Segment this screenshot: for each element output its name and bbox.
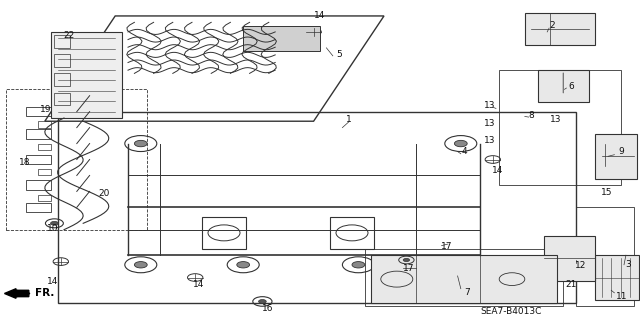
Bar	[330, 217, 374, 249]
Text: 19: 19	[40, 105, 52, 114]
FancyArrow shape	[4, 289, 29, 298]
Bar	[38, 144, 51, 150]
Polygon shape	[525, 13, 595, 45]
Bar	[26, 107, 51, 116]
Circle shape	[134, 262, 147, 268]
Text: 15: 15	[601, 188, 612, 197]
Polygon shape	[243, 26, 320, 51]
Text: 17: 17	[403, 264, 414, 273]
Circle shape	[51, 221, 58, 225]
Polygon shape	[544, 236, 595, 281]
Bar	[38, 195, 51, 201]
Text: 14: 14	[314, 11, 326, 20]
Text: 18: 18	[19, 158, 30, 167]
Text: 9: 9	[619, 147, 624, 156]
Text: 7: 7	[465, 288, 470, 297]
Text: 12: 12	[575, 261, 587, 270]
Text: 5: 5	[337, 50, 342, 59]
Text: 2: 2	[549, 21, 554, 30]
Bar	[26, 203, 51, 212]
Polygon shape	[595, 255, 639, 300]
Text: 14: 14	[193, 280, 204, 289]
Circle shape	[454, 262, 467, 268]
Text: 3: 3	[626, 260, 631, 269]
Text: 4: 4	[461, 147, 467, 156]
Text: FR.: FR.	[35, 288, 54, 299]
Circle shape	[454, 140, 467, 147]
Polygon shape	[595, 134, 637, 179]
Text: 16: 16	[262, 304, 273, 313]
Bar	[26, 129, 51, 139]
Circle shape	[259, 300, 266, 303]
Text: 13: 13	[484, 119, 495, 128]
Bar	[26, 155, 51, 164]
Text: 17: 17	[441, 242, 452, 251]
Text: SEA7-B4013C: SEA7-B4013C	[480, 307, 541, 315]
Polygon shape	[538, 70, 589, 102]
Circle shape	[352, 262, 365, 268]
Bar	[54, 35, 70, 48]
Text: 1: 1	[346, 115, 351, 124]
Bar	[54, 93, 70, 105]
Bar	[202, 217, 246, 249]
Bar	[38, 169, 51, 175]
Text: 20: 20	[98, 189, 109, 198]
Circle shape	[134, 140, 147, 147]
Polygon shape	[51, 32, 122, 118]
Text: 13: 13	[484, 101, 495, 110]
Text: 14: 14	[47, 277, 58, 286]
Polygon shape	[371, 255, 557, 303]
Circle shape	[403, 258, 410, 262]
Text: 8: 8	[529, 111, 534, 120]
Circle shape	[237, 262, 250, 268]
Text: 6: 6	[568, 82, 573, 91]
Text: 22: 22	[63, 31, 75, 40]
Text: 13: 13	[484, 137, 495, 145]
Text: 10: 10	[47, 224, 58, 233]
Bar	[54, 54, 70, 67]
Bar	[26, 180, 51, 190]
Text: 14: 14	[492, 166, 504, 175]
Text: 11: 11	[616, 292, 627, 300]
Bar	[38, 121, 51, 128]
Text: 13: 13	[550, 115, 561, 124]
Bar	[54, 73, 70, 86]
Text: 21: 21	[565, 280, 577, 289]
